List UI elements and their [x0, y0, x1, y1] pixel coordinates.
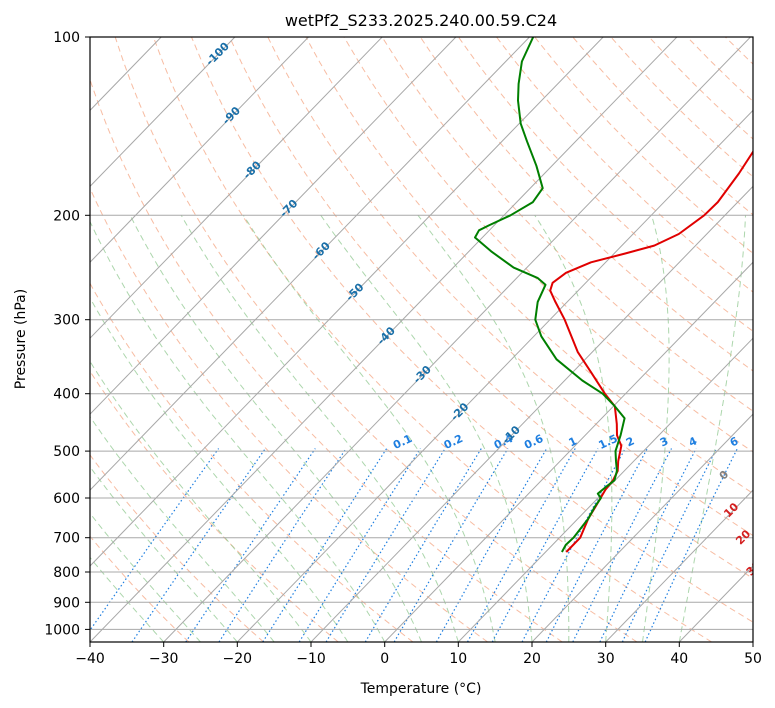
x-tick-label: 0 — [380, 651, 389, 667]
moist-adiabats — [90, 215, 746, 642]
mixing-ratio-line — [545, 448, 648, 642]
moist-adiabat-line — [534, 215, 613, 642]
x-tick-label: −30 — [149, 651, 179, 667]
mixing-ratio-line — [218, 448, 347, 642]
mixing-ratio-line — [644, 448, 738, 642]
isotherm-line — [236, 109, 753, 642]
isotherm-line — [90, 37, 383, 339]
isotherm-line — [90, 37, 309, 263]
isotherm-line — [90, 37, 236, 188]
y-tick-label: 800 — [53, 565, 80, 581]
isotherm-line — [310, 185, 753, 642]
x-axis-ticks: −40 −30 −20 −10 0 10 20 30 40 50 — [75, 642, 762, 667]
moist-adiabat-line — [90, 512, 201, 642]
mixing-ratio-line — [393, 448, 509, 642]
isotherm-line — [90, 37, 457, 415]
mixing-ratio-lines: 0.10.20.40.611.52346810131620253036 — [90, 432, 741, 642]
y-tick-label: 300 — [53, 313, 80, 329]
plot-frame — [89, 36, 754, 643]
grid-lines — [90, 37, 753, 642]
x-tick-label: 40 — [670, 651, 688, 667]
isotherm-line — [90, 37, 530, 491]
y-tick-label: 700 — [53, 531, 80, 547]
x-tick-label: 30 — [597, 651, 615, 667]
moist-adiabat-line — [180, 215, 459, 642]
y-tick-label: 1000 — [44, 622, 80, 638]
isotherm-line — [90, 37, 604, 567]
y-tick-label: 200 — [53, 208, 80, 224]
dry-adiabat-line — [90, 77, 563, 642]
y-tick-label: 900 — [53, 595, 80, 611]
isotherm-line — [531, 413, 753, 642]
dewpoint-profile-line — [474, 37, 626, 553]
moist-adiabat-line — [90, 556, 165, 642]
mixing-ratio-line — [521, 448, 626, 642]
chart-title: wetPf2_S233.2025.240.00.59.C24 — [285, 11, 557, 31]
dry-adiabat-line — [191, 37, 753, 623]
dry-adiabat-line — [114, 37, 638, 642]
mixing-ratio-line — [90, 448, 220, 632]
isotherm-line — [457, 337, 753, 642]
moist-adiabat-line — [90, 415, 275, 642]
isotherm-line — [90, 37, 678, 642]
moist-adiabat-line — [417, 215, 570, 642]
isotherm-line — [605, 489, 753, 642]
x-tick-label: 50 — [744, 651, 762, 667]
moist-adiabat-line — [90, 220, 386, 642]
moist-adiabat-line — [320, 215, 533, 642]
y-axis-ticks: 100 200 300 400 500 600 700 800 900 1000 — [44, 30, 90, 638]
sounding-profiles — [474, 37, 753, 553]
plot-area: 0.10.20.40.611.52346810131620253036 -100… — [90, 37, 764, 642]
x-tick-label: −20 — [223, 651, 253, 667]
mixing-ratio-line — [325, 448, 446, 642]
moist-adiabat-label: 30 — [744, 558, 764, 578]
dry-adiabat-line — [90, 454, 264, 642]
mixing-ratio-line — [262, 448, 388, 642]
dry-adiabat-line — [496, 37, 753, 293]
y-tick-label: 400 — [53, 387, 80, 403]
moist-adiabat-line — [642, 215, 670, 642]
mixing-ratio-line — [298, 448, 421, 642]
mixing-ratio-line — [572, 448, 673, 642]
x-tick-label: −10 — [296, 651, 326, 667]
y-tick-label: 600 — [53, 491, 80, 507]
x-tick-label: 20 — [523, 651, 541, 667]
y-tick-label: 100 — [53, 30, 80, 46]
mixing-ratio-line — [185, 448, 316, 642]
y-tick-label: 500 — [53, 444, 80, 460]
isotherm-line — [384, 261, 753, 642]
y-axis-label: Pressure (hPa) — [13, 289, 29, 389]
moist-adiabat-line — [129, 215, 422, 642]
moist-adiabat-line — [678, 215, 746, 642]
x-axis-label: Temperature (°C) — [360, 681, 482, 697]
moist-adiabat-line — [90, 296, 349, 642]
isotherm-line — [163, 37, 751, 642]
x-tick-label: −40 — [75, 651, 105, 667]
dry-adiabat-line — [90, 370, 339, 642]
moist-adiabat-line — [242, 215, 496, 642]
moist-adiabat-line — [90, 360, 312, 642]
dry-adiabat-line — [90, 187, 488, 642]
x-tick-label: 10 — [449, 651, 467, 667]
